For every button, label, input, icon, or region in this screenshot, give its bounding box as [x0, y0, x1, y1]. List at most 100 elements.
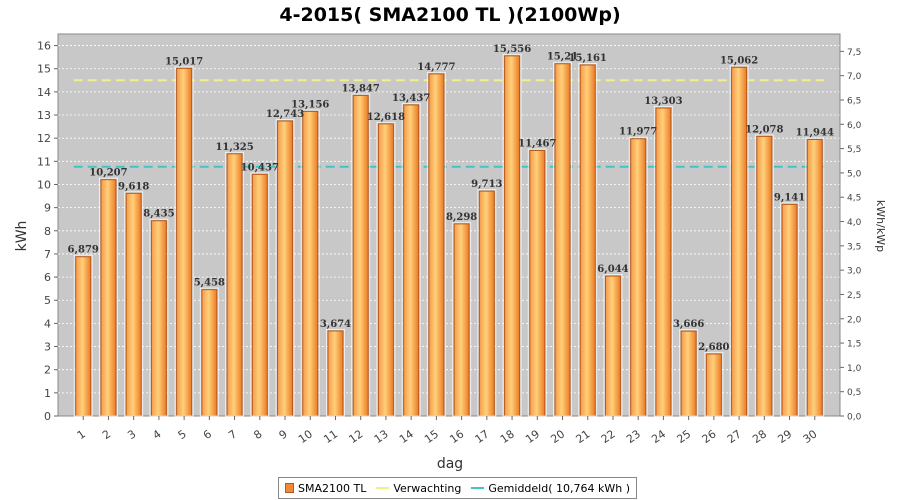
- y-tick-label: 3: [44, 341, 51, 354]
- x-tick-label: 17: [473, 427, 492, 446]
- y-tick-label: 2: [44, 364, 51, 377]
- bar-data-label: 8,298: [446, 212, 477, 223]
- y-tick-label: 11: [37, 155, 51, 168]
- x-tick-label: 27: [725, 427, 744, 446]
- bar-data-label: 10,437: [241, 162, 279, 173]
- bar: [150, 220, 167, 417]
- y2-tick-label: 3,0: [847, 267, 862, 277]
- bar-data-label: 5,458: [194, 278, 225, 289]
- legend-swatch-line: [471, 487, 485, 489]
- x-tick-label: 24: [649, 427, 668, 446]
- bar-data-label: 15,21: [547, 52, 578, 63]
- bar: [251, 173, 268, 417]
- bar: [75, 256, 92, 417]
- y-axis-label: kWh: [14, 221, 30, 252]
- y2-tick-label: 3,5: [847, 242, 861, 252]
- bar-data-label: 11,467: [518, 139, 556, 150]
- x-tick-label: 20: [548, 427, 567, 446]
- legend-item-sma2100: SMA2100 TL: [285, 482, 366, 495]
- x-tick-label: 14: [397, 427, 416, 446]
- x-tick-label: 3: [125, 427, 138, 442]
- legend-swatch-bar: [285, 483, 294, 493]
- y-tick-label: 14: [37, 86, 51, 99]
- bar: [352, 94, 369, 417]
- y2-tick-label: 4,5: [847, 194, 861, 204]
- x-tick-label: 2: [100, 427, 113, 442]
- x-tick-label: 9: [277, 427, 290, 442]
- bar: [504, 55, 521, 417]
- bar: [100, 179, 117, 417]
- bar-data-label: 3,666: [673, 319, 704, 330]
- y-tick-label: 7: [44, 248, 51, 261]
- bar-data-label: 15,062: [720, 55, 758, 66]
- x-tick-label: 25: [674, 427, 693, 446]
- legend-swatch-line: [376, 487, 390, 489]
- y-tick-label: 6: [44, 271, 51, 284]
- x-tick-label: 18: [498, 427, 517, 446]
- chart-title: 4-2015( SMA2100 TL )(2100Wp): [279, 4, 621, 26]
- bar: [453, 223, 470, 417]
- bar: [529, 150, 546, 417]
- bar: [680, 330, 697, 417]
- y2-tick-label: 1,5: [847, 340, 861, 350]
- chart-legend: SMA2100 TL Verwachting Gemiddeld( 10,764…: [278, 477, 638, 499]
- y2-tick-label: 1,0: [847, 364, 862, 374]
- x-tick-label: 7: [226, 427, 239, 442]
- y-tick-label: 5: [44, 294, 51, 307]
- bar-data-label: 15,017: [165, 56, 203, 67]
- y2-axis-label: kWh/kWp: [874, 200, 887, 252]
- y-tick-label: 10: [37, 178, 51, 191]
- bar: [604, 275, 621, 417]
- bar: [579, 64, 596, 417]
- bar: [277, 120, 294, 417]
- bar-data-label: 8,435: [143, 209, 174, 220]
- legend-label: SMA2100 TL: [298, 481, 367, 495]
- x-tick-label: 12: [347, 427, 366, 446]
- y2-tick-label: 0,0: [847, 413, 862, 423]
- x-tick-label: 21: [574, 427, 593, 446]
- x-tick-label: 6: [201, 427, 214, 442]
- y-tick-label: 16: [37, 40, 51, 53]
- y2-tick-label: 0,5: [847, 388, 861, 398]
- bar-data-label: 3,674: [320, 319, 351, 330]
- bar-data-label: 6,879: [68, 245, 99, 256]
- bar: [731, 66, 748, 417]
- legend-item-verwachting: Verwachting: [376, 482, 461, 495]
- bar-data-label: 15,161: [569, 53, 607, 64]
- legend-item-gemiddeld: Gemiddeld( 10,764 kWh ): [471, 482, 630, 495]
- y-tick-label: 1: [44, 387, 51, 400]
- x-tick-label: 8: [251, 427, 264, 442]
- x-tick-label: 11: [321, 427, 340, 446]
- x-tick-label: 29: [775, 427, 794, 446]
- bar: [806, 138, 823, 417]
- bar-data-label: 2,680: [698, 342, 729, 353]
- bar-data-label: 13,847: [342, 83, 380, 94]
- bar-data-label: 9,618: [118, 181, 149, 192]
- bar-data-label: 9,141: [774, 192, 805, 203]
- y2-tick-label: 4,0: [847, 218, 862, 228]
- x-tick-label: 4: [150, 427, 163, 442]
- bar: [781, 203, 798, 417]
- y2-tick-label: 7,5: [847, 48, 861, 58]
- x-tick-label: 16: [447, 427, 466, 446]
- x-tick-label: 26: [700, 427, 719, 446]
- y-tick-label: 0: [44, 410, 51, 423]
- bar: [655, 107, 672, 417]
- bar-data-label: 11,977: [619, 127, 657, 138]
- x-tick-label: 5: [176, 427, 189, 442]
- y2-tick-label: 2,5: [847, 291, 861, 301]
- x-tick-label: 10: [296, 427, 315, 446]
- x-tick-label: 1: [75, 427, 88, 442]
- x-tick-label: 28: [750, 427, 769, 446]
- legend-label: Verwachting: [393, 481, 462, 495]
- bar: [478, 190, 495, 417]
- legend-label: Gemiddeld( 10,764 kWh ): [488, 481, 631, 495]
- y-tick-label: 15: [37, 63, 51, 76]
- bar: [403, 104, 420, 417]
- y2-tick-label: 7,0: [847, 72, 862, 82]
- bar-data-label: 13,303: [644, 96, 682, 107]
- bar-data-label: 10,207: [89, 168, 127, 179]
- y-tick-label: 9: [44, 202, 51, 215]
- y2-tick-label: 6,0: [847, 121, 862, 131]
